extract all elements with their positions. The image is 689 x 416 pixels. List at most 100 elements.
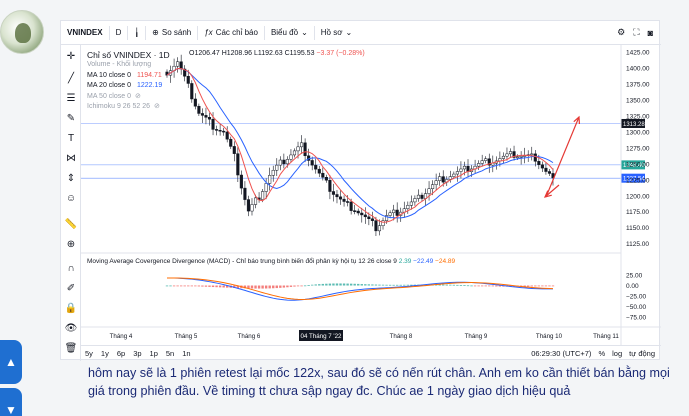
time-axis[interactable]: Tháng 4 Tháng 5 Tháng 6 04 Tháng 7 '22 Tháng… (110, 330, 620, 341)
interval-button[interactable]: D (110, 21, 128, 45)
price-tick-label: 1225.00 (626, 177, 650, 184)
macd-bar (176, 285, 179, 287)
interval-label: D (115, 28, 122, 37)
candle-body (452, 173, 456, 177)
range-button-1y[interactable]: 1y (100, 349, 109, 358)
candle-body (232, 146, 236, 154)
macd-bar (233, 285, 236, 288)
price-label-bg (621, 118, 645, 128)
eye-icon[interactable]: 👁 (64, 322, 78, 334)
price-tick-label: 1250.00 (626, 161, 650, 168)
fullscreen-icon[interactable]: ⛶ (633, 27, 640, 37)
toolbar-right: ⚙ ⛶ ◙ (617, 27, 661, 38)
divider (145, 25, 147, 40)
candle-body (427, 188, 431, 194)
candle-body (225, 131, 229, 140)
candle-body (207, 117, 212, 120)
macd-bar (318, 284, 321, 286)
macd-bar (342, 283, 346, 286)
horizontal-lines: 1313.28 1248.40 1227.54 (81, 118, 645, 183)
drawing-toolbar: ✛ ╱ ☰ ✎ T ⋈ ⇕ ☺ 📏 ⊕ ∩ ✐ 🔒 👁 🗑 (61, 45, 81, 361)
user-avatar[interactable] (0, 10, 44, 54)
candle-body (356, 210, 360, 214)
range-button-3p[interactable]: 3p (133, 349, 142, 358)
measure-icon[interactable]: ⇕ (66, 172, 76, 184)
macd-tick-label: −25.00 (626, 293, 646, 300)
fib-icon[interactable]: ☰ (66, 92, 76, 104)
macd-bar (268, 285, 271, 289)
emoji-icon[interactable]: ☺ (65, 192, 77, 204)
chart-style-button[interactable]: Biểu đồ ⌄ (265, 21, 314, 45)
candle-body (261, 191, 265, 200)
price-chart[interactable]: 1313.28 1248.40 1227.54 1425.00 1400.00 1375… (81, 45, 661, 345)
hidden-eye-icon[interactable]: ⊘ (154, 103, 160, 111)
price-tick-label: 1400.00 (626, 66, 650, 73)
percent-toggle[interactable]: % (598, 349, 606, 358)
chevron-up-button[interactable]: ▲ (0, 340, 22, 384)
candle-body (296, 146, 300, 152)
price-label: 1227.54 (623, 176, 645, 182)
hidden-eye-icon[interactable]: ⊘ (134, 92, 141, 100)
divider (263, 25, 265, 40)
candle-body (253, 197, 258, 205)
chevron-down-button[interactable]: ▼ (0, 388, 22, 416)
macd-bar (211, 285, 215, 288)
macd-bar (395, 284, 399, 286)
macd-bar (360, 284, 363, 286)
range-button-6p[interactable]: 6p (116, 349, 126, 358)
price-label: 1248.40 (623, 163, 645, 169)
trash-icon[interactable]: 🗑 (64, 342, 78, 354)
divider (108, 25, 110, 40)
arrow-head (573, 115, 581, 125)
compare-button[interactable]: ⊕ So sánh (146, 21, 197, 45)
range-button-5n[interactable]: 5n (165, 349, 175, 358)
candle-body (420, 194, 424, 199)
candle-body (512, 151, 516, 158)
zoom-in-icon[interactable]: ⊕ (66, 238, 76, 250)
macd-bar (523, 285, 526, 287)
range-button-1p[interactable]: 1p (149, 349, 158, 358)
magnet-icon[interactable]: ∩ (67, 262, 75, 274)
indicators-button[interactable]: ƒx Các chỉ báo (198, 21, 264, 45)
template-button[interactable]: Hồ sơ ⌄ (315, 21, 358, 45)
ma20-label: MA 20 close 0 (87, 82, 131, 90)
crosshair-icon[interactable]: ✛ (66, 50, 76, 62)
legend-title: Chỉ số VNINDEX · 1D (87, 50, 170, 60)
candle-body (285, 159, 289, 165)
signal-line (166, 277, 554, 300)
trendline-icon[interactable]: ╱ (67, 72, 75, 84)
macd-bar (491, 285, 494, 287)
candle-body (215, 129, 219, 131)
symbol-search[interactable]: VNINDEX (61, 21, 109, 45)
candle-style-button[interactable]: ╽ (128, 21, 145, 45)
macd-bar (194, 285, 197, 287)
arrow-line[interactable] (545, 116, 580, 198)
crosshair-date-bg (299, 330, 343, 341)
clock-readout[interactable]: 06:29:30 (UTC+7) (531, 349, 592, 358)
lock-pencil-icon[interactable]: ✐ (66, 282, 76, 294)
range-button-5y[interactable]: 5y (85, 349, 93, 358)
pattern-icon[interactable]: ⋈ (66, 152, 76, 164)
settings-icon[interactable]: ⚙ (617, 27, 626, 37)
candle-body (547, 171, 552, 174)
macd-bar (537, 285, 541, 287)
macd-bar (339, 283, 342, 286)
chart-legend: Chỉ số VNINDEX · 1D Volume - Khối lượng … (87, 50, 170, 112)
candle-body (200, 113, 204, 116)
macd-bar (438, 284, 441, 286)
ruler-icon[interactable]: 📏 (64, 218, 78, 230)
camera-icon[interactable]: ◙ (647, 27, 653, 38)
ma20-line (166, 67, 554, 219)
price-tick-label: 1375.00 (626, 82, 650, 89)
macd-bar (456, 284, 459, 286)
lock-icon[interactable]: 🔒 (64, 302, 78, 314)
log-toggle[interactable]: log (612, 349, 623, 358)
brush-icon[interactable]: ✎ (66, 112, 76, 124)
price-tick-label: 1200.00 (626, 193, 650, 200)
macd-axis: 25.00 0.00 −25.00 −50.00 −75.00 (626, 273, 646, 322)
auto-toggle[interactable]: tự động (629, 349, 655, 358)
range-button-1n[interactable]: 1n (182, 349, 191, 358)
text-icon[interactable]: T (67, 132, 75, 144)
price-axis[interactable]: 1425.00 1400.00 1375.00 1350.00 1325.00 1300.… (626, 50, 650, 248)
